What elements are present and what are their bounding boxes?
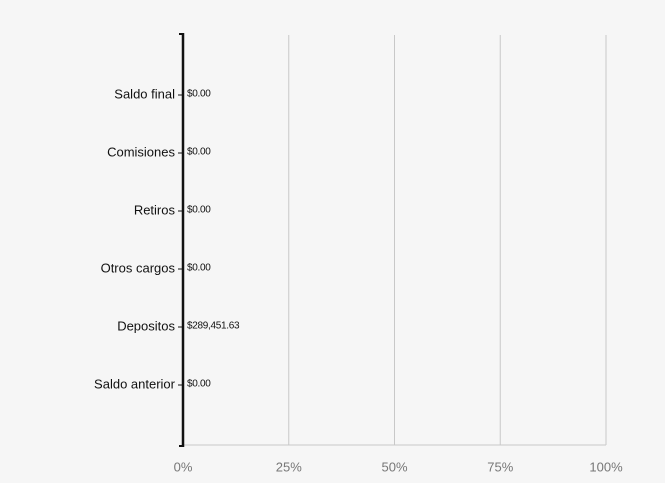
y-tick-label: Saldo anterior (94, 376, 176, 391)
data-label: $0.00 (187, 379, 211, 390)
x-tick-label: 75% (487, 459, 513, 474)
bar (183, 315, 665, 339)
x-tick-label: 0% (174, 459, 193, 474)
y-tick-label: Comisiones (107, 144, 175, 159)
x-tick-label: 100% (589, 459, 623, 474)
data-label: $0.00 (187, 89, 211, 100)
x-tick-label: 50% (381, 459, 407, 474)
data-label: $0.00 (187, 263, 211, 274)
y-tick-label: Depositos (117, 318, 175, 333)
y-tick-label: Retiros (134, 202, 176, 217)
data-label: $0.00 (187, 147, 211, 158)
data-label: $0.00 (187, 205, 211, 216)
x-tick-label: 25% (276, 459, 302, 474)
y-tick-label: Otros cargos (101, 260, 176, 275)
y-tick-label: Saldo final (114, 86, 175, 101)
data-label: $289,451.63 (187, 321, 240, 332)
